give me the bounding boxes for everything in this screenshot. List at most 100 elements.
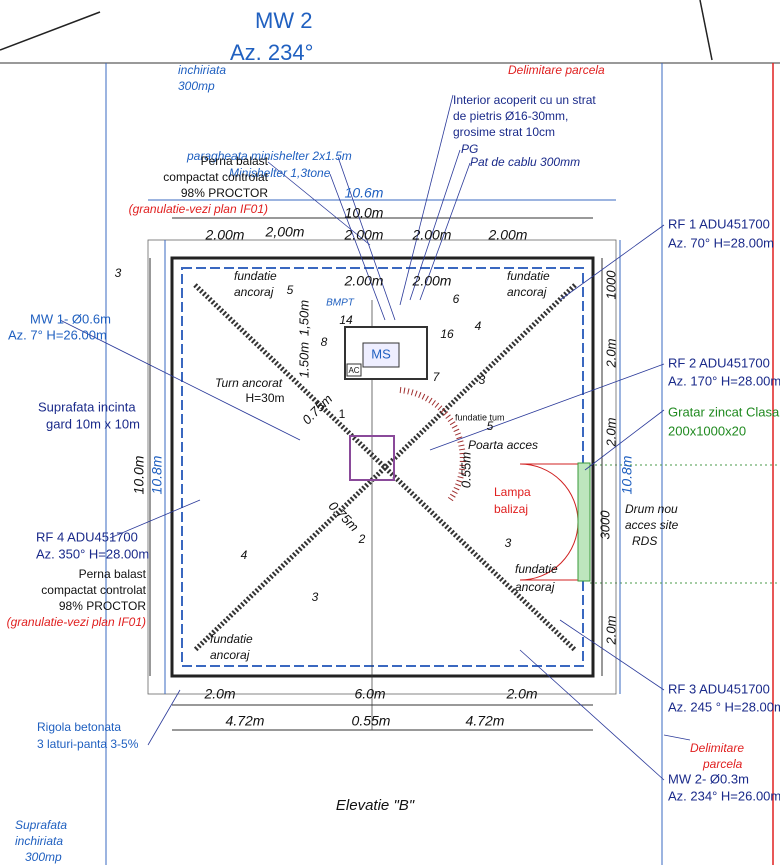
label: Az. 7° H=26.00m	[8, 327, 107, 342]
label: 8	[321, 335, 328, 349]
label: 2.00m	[412, 273, 452, 289]
label: 6.0m	[354, 686, 385, 702]
label: Delimitare	[690, 741, 744, 755]
label: 5	[287, 283, 294, 297]
label: Rigola betonata	[37, 720, 121, 734]
label: Pat de cablu 300mm	[470, 155, 580, 169]
label: 6	[453, 292, 460, 306]
label: 14	[339, 313, 353, 327]
label: 10.8m	[619, 455, 635, 494]
label: de pietris Ø16-30mm,	[453, 109, 568, 123]
label: 2.00m	[344, 227, 384, 243]
label: 1000	[603, 270, 618, 300]
label: AC	[348, 366, 359, 375]
label: MS	[371, 346, 391, 361]
label: 10.8m	[149, 455, 165, 494]
label: 3 laturi-panta 3-5%	[37, 737, 139, 751]
label: RF 4 ADU451700	[36, 529, 138, 544]
label: 2,00m	[265, 224, 305, 240]
label: Poarta acces	[468, 438, 538, 452]
label: 2.00m	[488, 227, 528, 243]
label: MW 1- Ø0.6m	[30, 311, 111, 326]
label: fundatie	[210, 632, 253, 646]
label: 2.0m	[603, 338, 618, 368]
label: Az. 234° H=26.00m	[668, 788, 780, 803]
label: MW 2- Ø0.3m	[668, 771, 749, 786]
label: 4.72m	[226, 713, 265, 729]
label: 0.55m	[458, 452, 473, 488]
label: BMPT	[326, 298, 355, 309]
label: acces site	[625, 518, 679, 532]
label: Az. 245 ° H=28.00m	[668, 699, 780, 714]
label: (granulatie-vezi plan IF01)	[7, 615, 146, 629]
label: 2.00m	[412, 227, 452, 243]
label: Suprafata incinta	[38, 399, 136, 414]
label: MW 2	[255, 8, 312, 33]
label: Az. 234°	[230, 40, 313, 65]
label: 98% PROCTOR	[59, 599, 146, 613]
label: gard 10m x 10m	[46, 416, 140, 431]
label: 3	[115, 266, 122, 280]
label: Gratar zincat Clasa A	[668, 404, 780, 419]
label: compactat controlat	[41, 583, 146, 597]
label: ancoraj	[210, 648, 250, 662]
label: ancoraj	[507, 285, 547, 299]
label: Delimitare parcela	[508, 63, 605, 77]
label: Lampa	[494, 485, 531, 499]
label: RDS	[632, 534, 657, 548]
label: fundatie	[234, 269, 277, 283]
label: ancoraj	[515, 580, 555, 594]
label: 4.72m	[466, 713, 505, 729]
label: Az. 350° H=28.00m	[36, 546, 149, 561]
label: grosime strat 10cm	[453, 125, 555, 139]
label: RF 1 ADU451700	[668, 216, 770, 231]
label: 10.0m	[131, 455, 147, 494]
label: 2.0m	[505, 686, 537, 702]
label: 3	[479, 373, 486, 387]
label: parcela	[702, 757, 743, 771]
label: Elevatie "B"	[336, 797, 415, 814]
label: 1.50m	[296, 342, 311, 378]
label: 4	[241, 548, 248, 562]
label: 3	[505, 536, 512, 550]
label: 2.0m	[203, 686, 235, 702]
label: 98% PROCTOR	[181, 186, 268, 200]
label: 0.55m	[352, 713, 391, 729]
label: 2.00m	[344, 273, 384, 289]
label: fundatie	[507, 269, 550, 283]
label: 10.0m	[345, 205, 384, 221]
label: inchiriata	[178, 63, 226, 77]
site-plan: MW 2 Az. 234° inchiriata 300mp Delimitare pa…	[0, 0, 780, 865]
label: Suprafata	[15, 818, 67, 832]
label: balizaj	[494, 502, 528, 516]
label: 2.00m	[205, 227, 245, 243]
label: compactat controlat	[163, 170, 268, 184]
label: Drum nou	[625, 502, 678, 516]
label: RF 2 ADU451700	[668, 355, 770, 370]
label: inchiriata	[15, 834, 63, 848]
label: 1	[339, 407, 346, 421]
label: (granulatie-vezi plan IF01)	[129, 202, 268, 216]
label: Az. 170° H=28.00m	[668, 373, 780, 388]
label: 2	[358, 532, 366, 546]
label: 2.0m	[603, 417, 618, 447]
label: 0.75m	[299, 391, 335, 427]
label: 300mp	[25, 850, 62, 864]
label: 200x1000x20	[668, 423, 746, 438]
label: 3	[312, 590, 319, 604]
label: Az. 70° H=28.00m	[668, 235, 774, 250]
label: Perna balast	[201, 154, 269, 168]
label: 3000	[597, 510, 612, 540]
label: fundatie	[515, 562, 558, 576]
label: 300mp	[178, 79, 215, 93]
label: RF 3 ADU451700	[668, 681, 770, 696]
label: Interior acoperit cu un strat	[453, 93, 596, 107]
frame	[0, 0, 780, 865]
label: 1,50m	[296, 300, 311, 336]
label: 16	[440, 327, 454, 341]
label: 2.0m	[603, 615, 618, 645]
label: Perna balast	[79, 567, 147, 581]
label: 10.6m	[345, 185, 384, 201]
label: 4	[475, 319, 482, 333]
label: ancoraj	[234, 285, 274, 299]
